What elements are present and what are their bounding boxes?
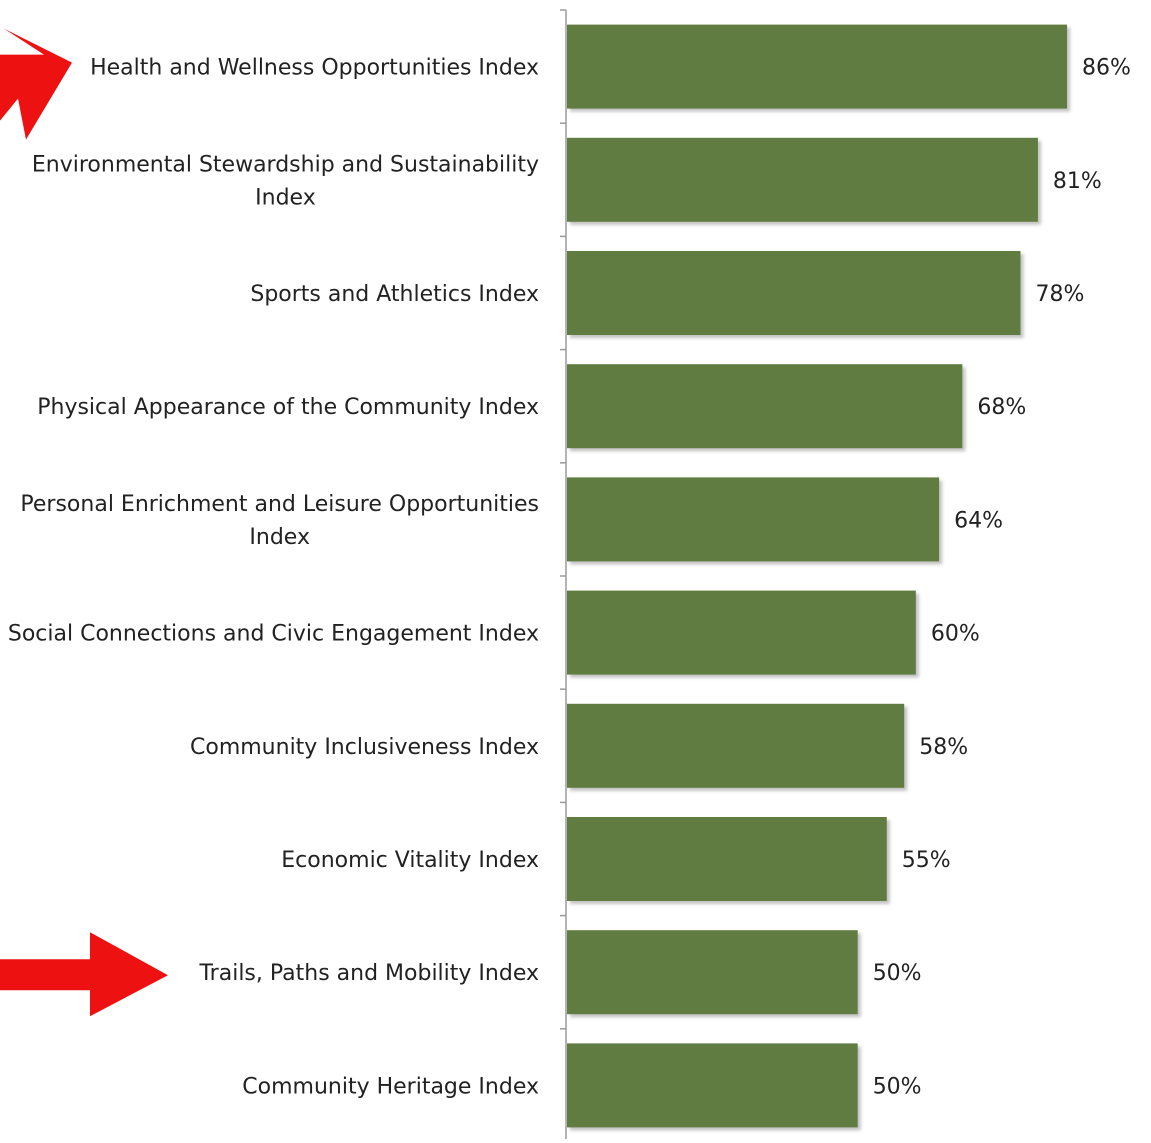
bar — [567, 477, 940, 562]
bar-value-label: 50% — [873, 1074, 922, 1099]
labels-layer: 86% Health and Wellness Opportunities Ind… — [8, 56, 1131, 1100]
bar — [567, 1043, 858, 1128]
bar-value-label: 86% — [1082, 56, 1131, 81]
category-label: Community Inclusiveness Index — [190, 735, 539, 760]
category-label: Social Connections and Civic Engagement … — [8, 622, 539, 647]
bar-value-label: 68% — [977, 395, 1026, 420]
bar — [567, 930, 858, 1015]
category-label-continued: Index — [255, 185, 316, 210]
category-label: Sports and Athletics Index — [250, 282, 539, 307]
bar-value-label: 58% — [919, 735, 968, 760]
bar — [567, 364, 963, 449]
category-label: Community Heritage Index — [242, 1074, 539, 1099]
bars-layer — [567, 24, 1067, 1128]
category-label: Physical Appearance of the Community Ind… — [37, 395, 539, 420]
bar-value-label: 64% — [954, 508, 1003, 533]
category-label: Environmental Stewardship and Sustainabi… — [32, 152, 539, 177]
category-label: Personal Enrichment and Leisure Opportun… — [20, 492, 539, 517]
red-diagonal-arrow-icon — [0, 28, 72, 140]
bar — [567, 251, 1021, 335]
bar — [567, 590, 916, 675]
red-right-arrow-icon — [0, 932, 168, 1017]
category-label: Economic Vitality Index — [281, 848, 539, 873]
category-label: Trails, Paths and Mobility Index — [198, 961, 539, 986]
bar — [567, 137, 1038, 222]
bar-value-label: 78% — [1035, 282, 1084, 307]
bar — [567, 703, 905, 788]
bar — [567, 817, 887, 901]
bar-value-label: 81% — [1053, 169, 1102, 194]
axis-layer — [560, 9, 567, 1143]
category-label-continued: Index — [249, 525, 310, 550]
bar-value-label: 50% — [873, 961, 922, 986]
bar-value-label: 60% — [931, 622, 980, 647]
bar — [567, 24, 1067, 109]
annotation-layer — [0, 28, 168, 1017]
category-label: Health and Wellness Opportunities Index — [90, 56, 539, 81]
bar-value-label: 55% — [902, 848, 951, 873]
